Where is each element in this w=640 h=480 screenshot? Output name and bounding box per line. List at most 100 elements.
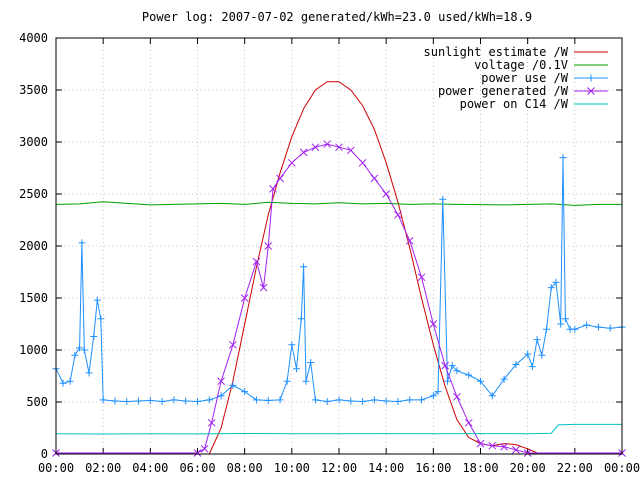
power-use-w-point [557, 320, 565, 328]
x-tick-label: 04:00 [132, 461, 168, 475]
power-use-w-point [99, 396, 107, 404]
power-use-w-point [559, 154, 567, 162]
power-use-w-point [71, 351, 79, 359]
power-generated-w-point [252, 257, 261, 266]
power-use-w-point [439, 195, 447, 203]
power-use-w-point [323, 397, 331, 405]
power-use-w-point [205, 396, 213, 404]
power-use-w-point [302, 377, 310, 385]
legend-label-voltage-0-1v: voltage /0.1V [474, 58, 568, 72]
power-generated-w-point [429, 320, 438, 328]
power-use-w-point [583, 321, 591, 329]
power-generated-w-point [217, 377, 225, 386]
power-use-w-point [90, 332, 98, 340]
power-use-w-point [194, 397, 201, 405]
power-use-w-point [533, 336, 541, 344]
x-tick-label: 12:00 [321, 461, 357, 475]
power-use-w-point [543, 325, 551, 333]
legend-label-sunlight-estimate-w: sunlight estimate /W [424, 45, 569, 59]
plot-frame [55, 37, 623, 455]
power-use-w-point [170, 396, 178, 404]
x-tick-label: 06:00 [179, 461, 215, 475]
power-on-c14-w-line [55, 423, 622, 435]
power-use-w-point [229, 381, 237, 389]
power-generated-w-point [441, 361, 449, 370]
chart-title: Power log: 2007-07-02 generated/kWh=23.0… [142, 10, 532, 24]
power-generated-w-point [500, 442, 508, 451]
power-generated-w-point [229, 340, 237, 349]
power-generated-w-point [299, 148, 308, 157]
power-use-w-point [488, 392, 496, 400]
power-use-w-point [80, 346, 88, 354]
legend-label-power-on-c14-w: power on C14 /W [460, 97, 569, 111]
power-use-w-point [370, 396, 378, 404]
power-use-w-point [606, 324, 614, 332]
power-use-w-point [500, 375, 508, 383]
legend-power-use-w-point [587, 74, 595, 82]
power-generated-w-point [259, 283, 268, 292]
power-generated-w-point [269, 184, 277, 193]
x-tick-label: 08:00 [227, 461, 263, 475]
power-use-w-point [571, 325, 579, 333]
y-tick-label: 1000 [19, 343, 48, 357]
voltage-0-1v-line [55, 201, 622, 206]
x-tick-label: 10:00 [274, 461, 310, 475]
power-generated-w-point [405, 236, 414, 245]
power-generated-w-point [276, 174, 284, 183]
power-generated-w-point [523, 449, 532, 457]
power-generated-w-point [240, 294, 249, 302]
power-use-w-point [394, 397, 402, 405]
power-use-w-point [123, 397, 131, 405]
power-use-w-point [552, 278, 560, 286]
power-use-w-point [453, 367, 461, 375]
power-use-w-point [283, 377, 291, 385]
power-use-w-point [465, 371, 473, 379]
power-use-w-point [382, 397, 390, 405]
power-use-w-point [182, 397, 190, 405]
power-use-w-point [66, 377, 74, 385]
power-use-w-point [477, 377, 484, 385]
power-use-w-point [448, 362, 456, 370]
power-use-w-point [311, 396, 319, 404]
power-use-w-point [347, 397, 355, 405]
power-generated-w-point [512, 445, 520, 454]
legend-label-power-generated-w: power generated /W [438, 84, 569, 98]
power-use-w-point [594, 323, 602, 331]
power-use-w-point [524, 350, 532, 358]
power-use-w-point [547, 284, 555, 292]
x-tick-label: 16:00 [415, 461, 451, 475]
power-use-w-point [406, 396, 414, 404]
power-generated-w-point [464, 418, 473, 427]
grid [56, 38, 622, 454]
x-tick-label: 02:00 [85, 461, 121, 475]
power-use-w-point [307, 358, 315, 366]
power-use-w-point [429, 392, 437, 400]
power-use-w-point [528, 363, 536, 371]
power-use-w-point [76, 344, 84, 352]
power-use-w-point [538, 351, 546, 359]
power-use-w-point [443, 377, 451, 385]
power-use-w-point [252, 396, 260, 404]
x-tick-label: 20:00 [510, 461, 546, 475]
power-generated-w-point [193, 449, 202, 457]
power-use-w-point [297, 315, 305, 323]
power-use-w-point [418, 396, 426, 404]
power-on-c14-w-series [55, 423, 622, 435]
power-use-w-point [146, 396, 154, 404]
y-tick-label: 4000 [19, 31, 48, 45]
power-generated-w-point [382, 190, 391, 198]
power-use-w-point [293, 365, 301, 373]
power-use-w-point [111, 397, 119, 405]
power-use-w-point [561, 315, 569, 323]
power-use-w-point [434, 388, 442, 396]
power-generated-w-point [335, 143, 343, 152]
power-use-w-point [276, 396, 284, 404]
y-tick-label: 1500 [19, 291, 48, 305]
power-generated-w-point [476, 439, 485, 448]
power-use-w-point [217, 392, 225, 400]
power-use-w-point [59, 379, 67, 387]
power-generated-w-point [394, 210, 402, 219]
power-generated-w-point [200, 444, 209, 453]
